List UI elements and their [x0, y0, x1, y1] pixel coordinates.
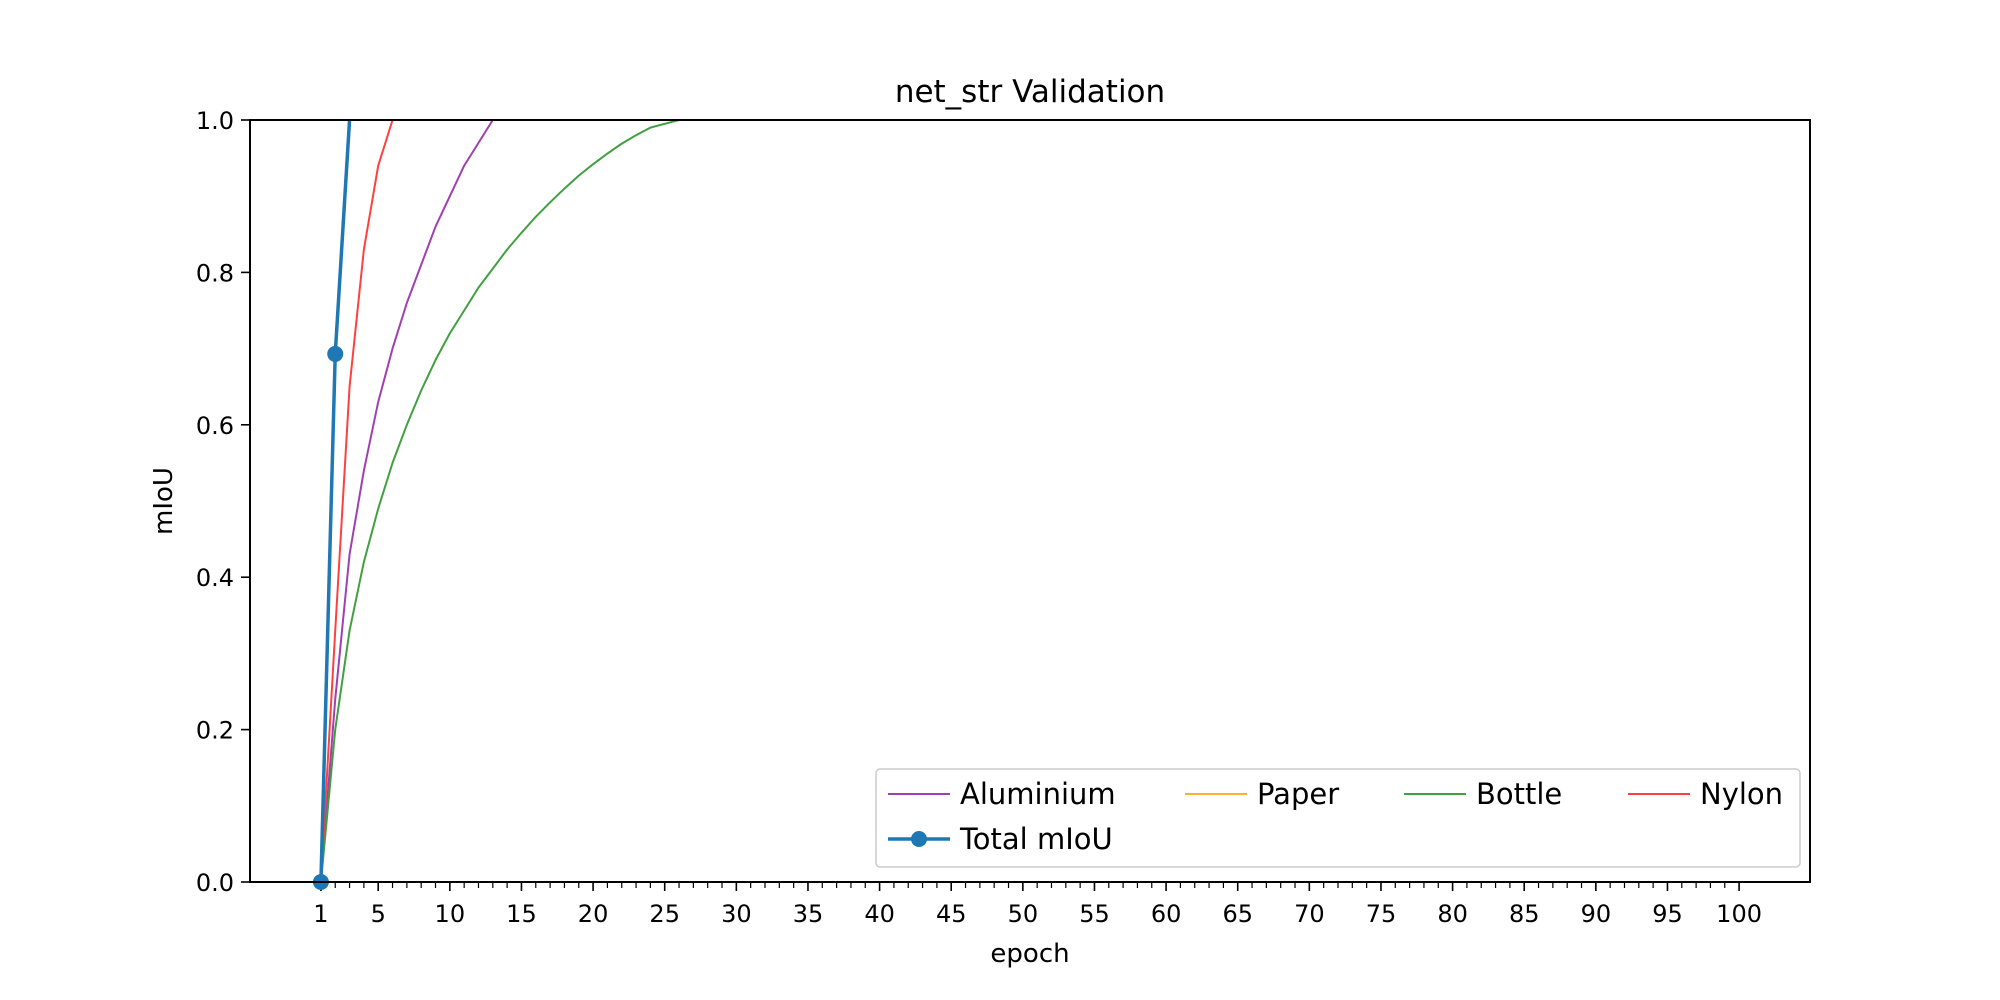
x-tick-label: 50 [1008, 900, 1039, 928]
y-tick-label: 1.0 [196, 107, 234, 135]
y-tick-label: 0.6 [196, 412, 234, 440]
x-tick-label: 90 [1581, 900, 1612, 928]
x-tick-label: 45 [936, 900, 967, 928]
y-tick-label: 0.4 [196, 564, 234, 592]
y-tick-label: 0.8 [196, 259, 234, 287]
x-tick-label: 80 [1437, 900, 1468, 928]
x-tick-label: 30 [721, 900, 752, 928]
x-tick-label: 95 [1652, 900, 1683, 928]
series-line-aluminium [319, 120, 494, 882]
legend-item: Paper [1185, 777, 1339, 811]
x-tick-label: 10 [435, 900, 466, 928]
legend-item: Total mIoU [888, 822, 1113, 856]
legend-item: Aluminium [888, 777, 1116, 811]
series-layer [319, 120, 694, 882]
x-tick-label: 15 [506, 900, 537, 928]
x-axis-title: epoch [990, 939, 1069, 969]
legend-label: Aluminium [960, 777, 1116, 811]
x-axis-ticks: 1 5 10 15 20 25 30 35 40 45 50 55 60 65 70 75 80 85 90 95 10… [313, 882, 1762, 928]
x-tick-label: 1 [313, 900, 328, 928]
legend-marker [911, 831, 927, 847]
x-tick-label: 65 [1222, 900, 1253, 928]
y-axis-title: mIoU [149, 467, 179, 535]
plot-area-frame [249, 119, 1811, 883]
x-tick-label: 100 [1716, 900, 1762, 928]
x-tick-label: 40 [864, 900, 895, 928]
series-line-total-miou [319, 120, 352, 882]
y-tick-label: 0.0 [196, 869, 234, 897]
legend: Aluminium Paper Bottle Nylon Total mIoU [875, 768, 1801, 868]
x-tick-label: 5 [371, 900, 386, 928]
y-axis-ticks: 0.0 0.2 0.4 0.6 0.8 1.0 [196, 107, 250, 897]
series-line-nylon [319, 120, 394, 882]
y-tick-label: 0.2 [196, 717, 234, 745]
x-tick-label: 70 [1294, 900, 1325, 928]
chart-title: net_str Validation [895, 74, 1165, 110]
x-tick-label: 60 [1151, 900, 1182, 928]
series-line-bottle [319, 120, 694, 882]
x-tick-label: 20 [578, 900, 609, 928]
x-tick-label: 35 [793, 900, 824, 928]
x-tick-label: 75 [1366, 900, 1397, 928]
legend-label: Bottle [1476, 777, 1562, 811]
data-point [327, 345, 344, 362]
legend-label: Total mIoU [959, 822, 1113, 856]
legend-label: Paper [1257, 777, 1339, 811]
legend-item: Nylon [1628, 777, 1783, 811]
legend-box [875, 768, 1801, 868]
x-tick-label: 25 [649, 900, 680, 928]
x-tick-label: 85 [1509, 900, 1540, 928]
x-tick-label: 55 [1079, 900, 1110, 928]
legend-item: Bottle [1404, 777, 1562, 811]
legend-label: Nylon [1700, 777, 1783, 811]
